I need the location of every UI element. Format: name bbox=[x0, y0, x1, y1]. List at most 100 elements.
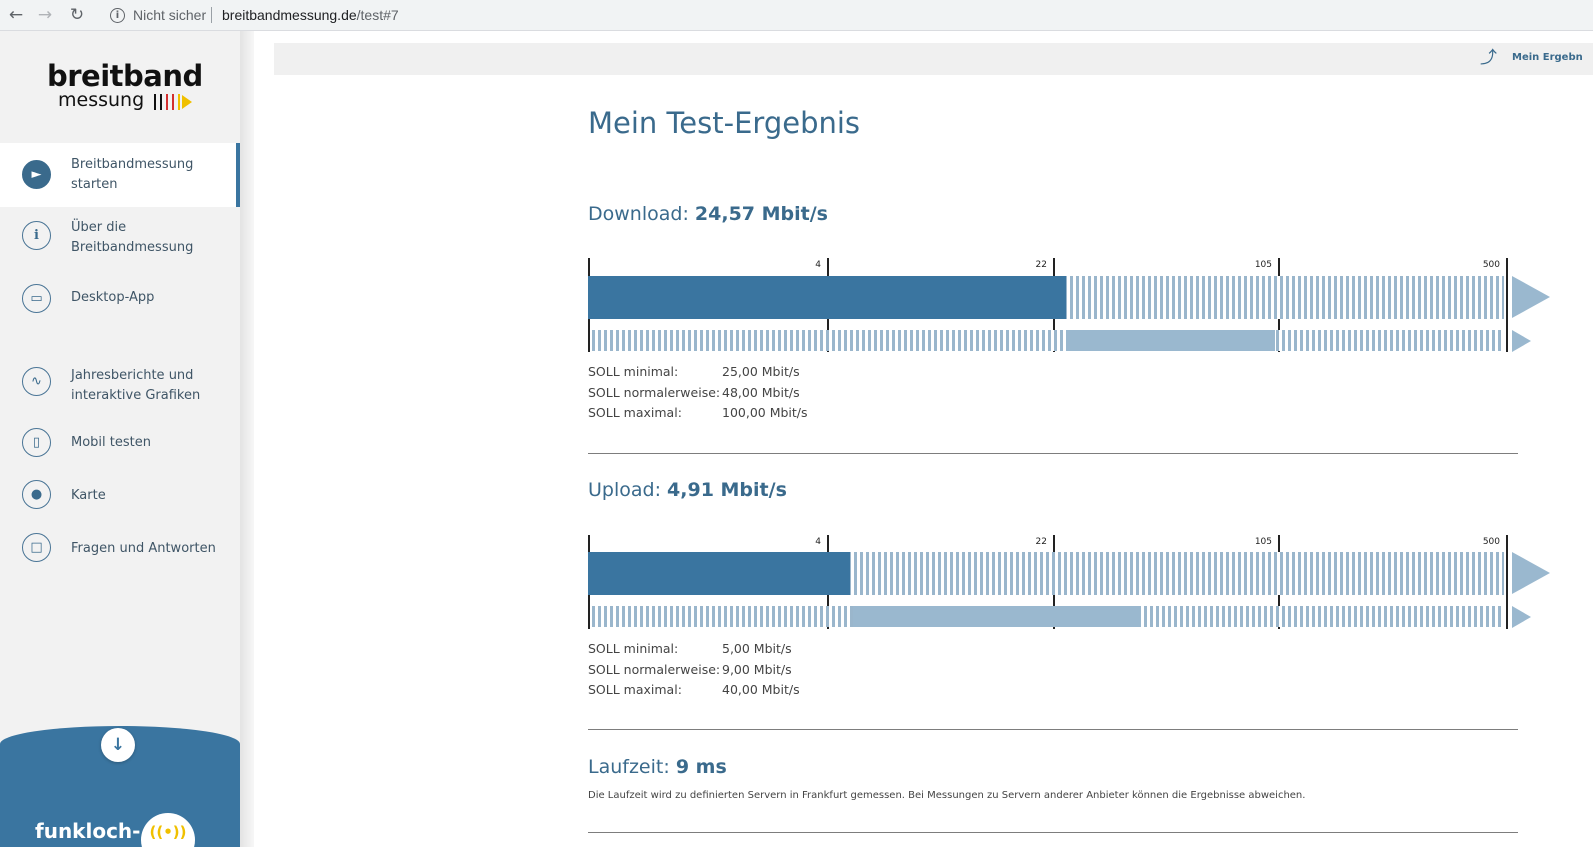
scroll-down-button[interactable]: ↓ bbox=[101, 728, 135, 762]
scale-tick-line bbox=[1506, 258, 1508, 352]
sidebar-item-label: Fragen und Antworten bbox=[71, 541, 216, 556]
scale-tick-label: 500 bbox=[1482, 260, 1500, 270]
sidebar-item-desktop-app[interactable]: ▭ Desktop-App bbox=[0, 267, 240, 327]
url-path: /test#7 bbox=[356, 7, 399, 23]
logo-sub-text: messung bbox=[58, 89, 145, 111]
upload-label: Upload: bbox=[588, 479, 661, 501]
soll-row: SOLL normalerweise: 9,00 Mbit/s bbox=[588, 660, 800, 681]
url-host: breitbandmessung.de bbox=[222, 7, 357, 23]
latency-label: Laufzeit: bbox=[588, 756, 670, 778]
upload-soll-range-bar bbox=[853, 606, 1141, 627]
section-divider bbox=[588, 832, 1518, 833]
sidebar-item-label: Über die Breitbandmessung bbox=[71, 220, 194, 255]
section-divider bbox=[588, 729, 1518, 730]
soll-row: SOLL maximal: 100,00 Mbit/s bbox=[588, 403, 808, 424]
address-bar[interactable]: i Nicht sicher breitbandmessung.de/test#… bbox=[100, 2, 1593, 28]
share-result-link[interactable]: Mein Ergebn bbox=[1512, 52, 1583, 63]
scale-tick-label: 22 bbox=[1035, 537, 1047, 547]
sidebar: breitband messung ► Breitbandmessung sta… bbox=[0, 31, 240, 847]
back-icon[interactable]: ← bbox=[8, 5, 24, 25]
soll-value: 25,00 Mbit/s bbox=[722, 364, 800, 379]
download-label: Download: bbox=[588, 203, 689, 225]
arrow-down-icon: ↓ bbox=[110, 735, 126, 755]
scale-arrow-small bbox=[1512, 606, 1531, 628]
scale-tick-label: 4 bbox=[815, 260, 821, 270]
omnibox-separator bbox=[211, 7, 212, 23]
download-measured-bar bbox=[588, 276, 1066, 319]
play-icon: ► bbox=[22, 160, 51, 189]
logo-arrow-icon bbox=[182, 95, 192, 109]
scale-tick-label: 4 bbox=[815, 537, 821, 547]
map-pin-icon: ● bbox=[22, 480, 51, 509]
sidebar-item-start[interactable]: ► Breitbandmessung starten bbox=[0, 143, 240, 207]
site-info-icon[interactable]: i bbox=[110, 8, 125, 23]
upload-measured-bar bbox=[588, 552, 850, 595]
breitbandmessung-logo[interactable]: breitband messung bbox=[47, 59, 217, 119]
soll-row: SOLL normalerweise: 48,00 Mbit/s bbox=[588, 383, 808, 404]
share-icon[interactable]: ⤴ bbox=[1480, 48, 1497, 68]
download-soll-range-bar bbox=[1066, 330, 1275, 351]
soll-key: SOLL maximal: bbox=[588, 682, 682, 697]
sidebar-item-label: Karte bbox=[71, 488, 106, 503]
sidebar-item-mobile[interactable]: ▯ Mobil testen bbox=[0, 413, 240, 469]
soll-row: SOLL maximal: 40,00 Mbit/s bbox=[588, 680, 800, 701]
soll-value: 48,00 Mbit/s bbox=[722, 384, 800, 400]
sidebar-item-label: Jahresberichte und interaktive Grafiken bbox=[71, 368, 201, 403]
sidebar-item-about[interactable]: i Über die Breitbandmessung bbox=[0, 207, 240, 267]
reload-icon[interactable]: ↻ bbox=[69, 5, 85, 25]
funkloch-signal-icon[interactable]: ((•)) bbox=[141, 813, 195, 847]
scale-arrow bbox=[1512, 552, 1550, 594]
browser-toolbar: ← → ↻ i Nicht sicher breitbandmessung.de… bbox=[0, 0, 1593, 31]
sidebar-item-label: Desktop-App bbox=[71, 290, 155, 305]
soll-key: SOLL normalerweise: bbox=[588, 661, 721, 677]
info-icon: i bbox=[22, 221, 51, 250]
sidebar-footer: ↓ funkloch- ((•)) bbox=[0, 711, 240, 847]
url-text[interactable]: breitbandmessung.de/test#7 bbox=[222, 2, 399, 28]
soll-key: SOLL minimal: bbox=[588, 641, 679, 656]
latency-note: Die Laufzeit wird zu definierten Servern… bbox=[588, 790, 1306, 801]
soll-key: SOLL minimal: bbox=[588, 364, 679, 379]
scale-tick-label: 22 bbox=[1035, 260, 1047, 270]
sidebar-item-faq[interactable]: □ Fragen und Antworten bbox=[0, 522, 240, 577]
scale-arrow bbox=[1512, 276, 1550, 318]
latency-value: 9 ms bbox=[675, 756, 727, 778]
soll-value: 40,00 Mbit/s bbox=[722, 682, 800, 697]
soll-value: 100,00 Mbit/s bbox=[722, 405, 808, 420]
upload-scale-chart: 4 22 105 500 bbox=[588, 535, 1553, 635]
target-track bbox=[592, 330, 1504, 351]
soll-row: SOLL minimal: 25,00 Mbit/s bbox=[588, 362, 808, 383]
soll-value: 5,00 Mbit/s bbox=[722, 641, 792, 656]
logo-main-text: breitband bbox=[47, 59, 203, 93]
upload-heading: Upload: 4,91 Mbit/s bbox=[588, 479, 787, 501]
sidebar-item-label: Mobil testen bbox=[71, 435, 151, 450]
latency-heading: Laufzeit: 9 ms bbox=[588, 756, 727, 778]
scale-tick-label: 105 bbox=[1254, 537, 1272, 547]
download-heading: Download: 24,57 Mbit/s bbox=[588, 203, 828, 225]
scale-tick-label: 500 bbox=[1482, 537, 1500, 547]
chat-icon: □ bbox=[22, 533, 51, 562]
scale-arrow-small bbox=[1512, 330, 1531, 352]
top-strip: ⤴ Mein Ergebn bbox=[274, 43, 1593, 75]
sidebar-item-map[interactable]: ● Karte bbox=[0, 469, 240, 522]
page-title: Mein Test-Ergebnis bbox=[588, 106, 861, 140]
phone-icon: ▯ bbox=[22, 428, 51, 457]
scale-tick-label: 105 bbox=[1254, 260, 1272, 270]
upload-value: 4,91 Mbit/s bbox=[667, 479, 787, 501]
sidebar-item-label: Breitbandmessung starten bbox=[71, 157, 194, 192]
chart-icon: ∿ bbox=[22, 367, 51, 396]
soll-key: SOLL normalerweise: bbox=[588, 384, 721, 400]
section-divider bbox=[588, 453, 1518, 454]
upload-soll-list: SOLL minimal: 5,00 Mbit/s SOLL normalerwe… bbox=[588, 639, 800, 701]
download-scale-chart: 4 22 105 500 bbox=[588, 258, 1553, 358]
scale-tick-line bbox=[1506, 535, 1508, 629]
monitor-icon: ▭ bbox=[22, 284, 51, 313]
sidebar-item-reports[interactable]: ∿ Jahresberichte und interaktive Grafike… bbox=[0, 327, 240, 403]
soll-key: SOLL maximal: bbox=[588, 405, 682, 420]
security-label: Nicht sicher bbox=[133, 7, 207, 23]
soll-row: SOLL minimal: 5,00 Mbit/s bbox=[588, 639, 800, 660]
download-value: 24,57 Mbit/s bbox=[694, 203, 828, 225]
download-soll-list: SOLL minimal: 25,00 Mbit/s SOLL normalerw… bbox=[588, 362, 808, 424]
funkloch-label[interactable]: funkloch- bbox=[35, 819, 141, 843]
soll-value: 9,00 Mbit/s bbox=[722, 661, 792, 677]
forward-icon[interactable]: → bbox=[37, 5, 53, 25]
